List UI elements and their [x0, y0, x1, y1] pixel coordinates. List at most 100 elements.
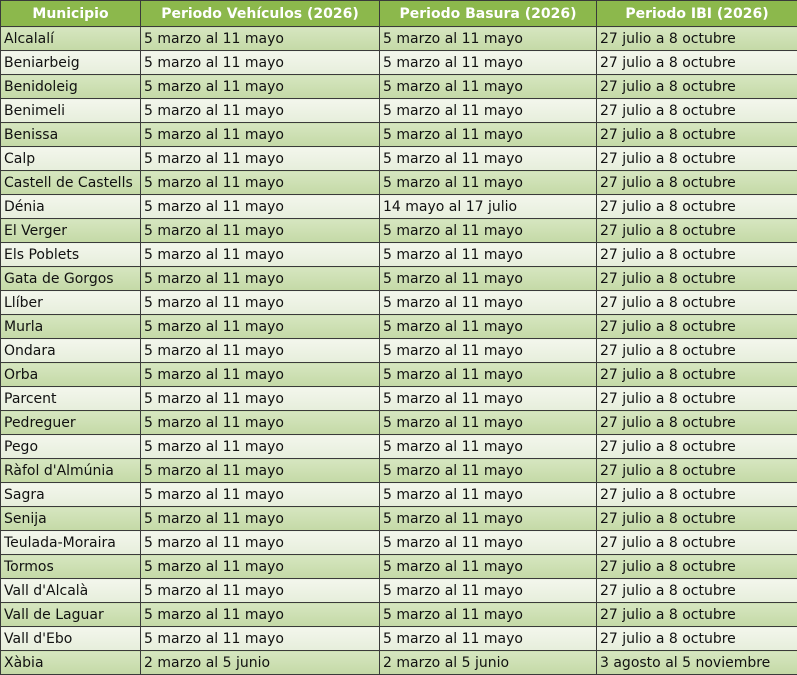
cell-basura: 5 marzo al 11 mayo	[380, 171, 597, 195]
cell-ibi: 27 julio a 8 octubre	[597, 291, 797, 315]
cell-vehiculos: 5 marzo al 11 mayo	[141, 483, 380, 507]
cell-ibi: 27 julio a 8 octubre	[597, 459, 797, 483]
cell-ibi: 27 julio a 8 octubre	[597, 387, 797, 411]
header-basura: Periodo Basura (2026)	[380, 1, 597, 27]
cell-vehiculos: 5 marzo al 11 mayo	[141, 171, 380, 195]
cell-basura: 5 marzo al 11 mayo	[380, 27, 597, 51]
cell-ibi: 27 julio a 8 octubre	[597, 27, 797, 51]
header-municipio: Municipio	[1, 1, 141, 27]
cell-municipio: Senija	[1, 507, 141, 531]
header-vehiculos: Periodo Vehículos (2026)	[141, 1, 380, 27]
cell-vehiculos: 5 marzo al 11 mayo	[141, 315, 380, 339]
cell-vehiculos: 5 marzo al 11 mayo	[141, 627, 380, 651]
cell-ibi: 27 julio a 8 octubre	[597, 51, 797, 75]
cell-vehiculos: 5 marzo al 11 mayo	[141, 123, 380, 147]
cell-basura: 5 marzo al 11 mayo	[380, 123, 597, 147]
cell-vehiculos: 5 marzo al 11 mayo	[141, 75, 380, 99]
cell-basura: 5 marzo al 11 mayo	[380, 579, 597, 603]
cell-vehiculos: 5 marzo al 11 mayo	[141, 291, 380, 315]
cell-basura: 5 marzo al 11 mayo	[380, 435, 597, 459]
cell-ibi: 27 julio a 8 octubre	[597, 483, 797, 507]
cell-basura: 5 marzo al 11 mayo	[380, 603, 597, 627]
cell-basura: 5 marzo al 11 mayo	[380, 267, 597, 291]
cell-vehiculos: 5 marzo al 11 mayo	[141, 411, 380, 435]
cell-ibi: 27 julio a 8 octubre	[597, 435, 797, 459]
cell-basura: 5 marzo al 11 mayo	[380, 555, 597, 579]
cell-municipio: Xàbia	[1, 651, 141, 675]
cell-municipio: Vall d'Ebo	[1, 627, 141, 651]
header-ibi: Periodo IBI (2026)	[597, 1, 797, 27]
cell-basura: 5 marzo al 11 mayo	[380, 315, 597, 339]
cell-basura: 5 marzo al 11 mayo	[380, 459, 597, 483]
cell-basura: 5 marzo al 11 mayo	[380, 51, 597, 75]
cell-municipio: Gata de Gorgos	[1, 267, 141, 291]
cell-basura: 5 marzo al 11 mayo	[380, 243, 597, 267]
cell-ibi: 27 julio a 8 octubre	[597, 171, 797, 195]
cell-vehiculos: 5 marzo al 11 mayo	[141, 555, 380, 579]
cell-municipio: Benissa	[1, 123, 141, 147]
cell-ibi: 27 julio a 8 octubre	[597, 531, 797, 555]
cell-vehiculos: 5 marzo al 11 mayo	[141, 339, 380, 363]
cell-ibi: 27 julio a 8 octubre	[597, 579, 797, 603]
cell-vehiculos: 5 marzo al 11 mayo	[141, 531, 380, 555]
cell-municipio: Ondara	[1, 339, 141, 363]
cell-municipio: Llíber	[1, 291, 141, 315]
cell-municipio: Els Poblets	[1, 243, 141, 267]
header-row: Municipio Periodo Vehículos (2026) Perio…	[1, 1, 797, 27]
cell-municipio: Orba	[1, 363, 141, 387]
cell-municipio: Murla	[1, 315, 141, 339]
cell-municipio: Pego	[1, 435, 141, 459]
cell-ibi: 3 agosto al 5 noviembre	[597, 651, 797, 675]
cell-ibi: 27 julio a 8 octubre	[597, 315, 797, 339]
cell-municipio: Sagra	[1, 483, 141, 507]
cell-municipio: Benidoleig	[1, 75, 141, 99]
cell-vehiculos: 5 marzo al 11 mayo	[141, 219, 380, 243]
cell-basura: 2 marzo al 5 junio	[380, 651, 597, 675]
cell-municipio: Calp	[1, 147, 141, 171]
cell-municipio: Dénia	[1, 195, 141, 219]
cell-vehiculos: 5 marzo al 11 mayo	[141, 243, 380, 267]
cell-municipio: Ràfol d'Almúnia	[1, 459, 141, 483]
cell-vehiculos: 5 marzo al 11 mayo	[141, 459, 380, 483]
cell-vehiculos: 5 marzo al 11 mayo	[141, 579, 380, 603]
cell-ibi: 27 julio a 8 octubre	[597, 99, 797, 123]
cell-basura: 5 marzo al 11 mayo	[380, 75, 597, 99]
cell-vehiculos: 5 marzo al 11 mayo	[141, 27, 380, 51]
cell-ibi: 27 julio a 8 octubre	[597, 339, 797, 363]
cell-basura: 14 mayo al 17 julio	[380, 195, 597, 219]
cell-basura: 5 marzo al 11 mayo	[380, 411, 597, 435]
cell-municipio: Pedreguer	[1, 411, 141, 435]
cell-basura: 5 marzo al 11 mayo	[380, 339, 597, 363]
cell-municipio: Benimeli	[1, 99, 141, 123]
cell-basura: 5 marzo al 11 mayo	[380, 627, 597, 651]
cell-basura: 5 marzo al 11 mayo	[380, 363, 597, 387]
cell-municipio: Castell de Castells	[1, 171, 141, 195]
cell-municipio: Vall de Laguar	[1, 603, 141, 627]
cell-basura: 5 marzo al 11 mayo	[380, 99, 597, 123]
cell-ibi: 27 julio a 8 octubre	[597, 195, 797, 219]
cell-municipio: Parcent	[1, 387, 141, 411]
cell-vehiculos: 5 marzo al 11 mayo	[141, 267, 380, 291]
cell-ibi: 27 julio a 8 octubre	[597, 243, 797, 267]
cell-ibi: 27 julio a 8 octubre	[597, 75, 797, 99]
cell-basura: 5 marzo al 11 mayo	[380, 483, 597, 507]
cell-vehiculos: 5 marzo al 11 mayo	[141, 363, 380, 387]
